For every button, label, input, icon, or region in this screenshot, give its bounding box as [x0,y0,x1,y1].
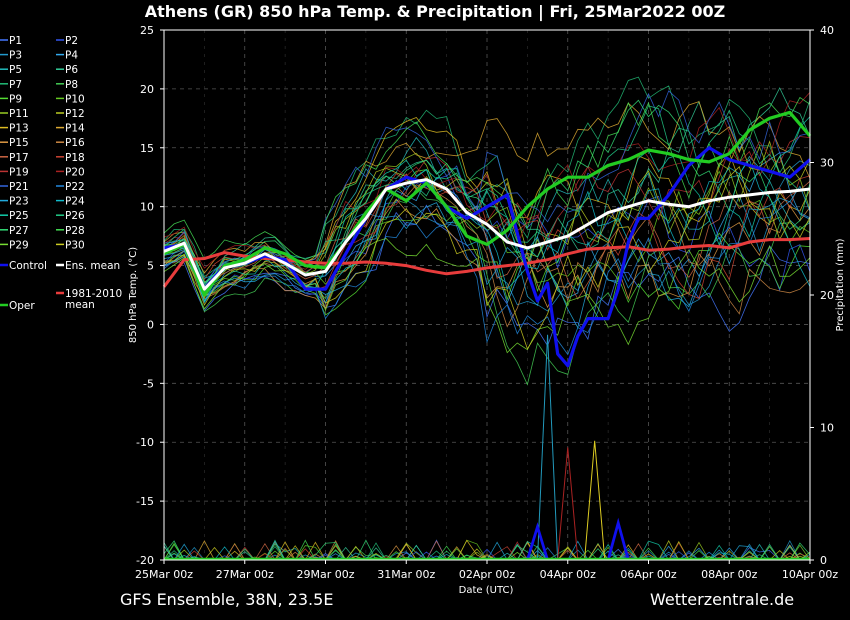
y-tick-label: -5 [143,377,154,390]
y2-tick-label: 40 [820,24,834,37]
y-tick-label: 10 [140,201,154,214]
y2-tick-label: 0 [820,554,827,567]
member-line-P28 [163,96,811,260]
member-line-P23 [163,185,811,329]
legend-label: P10 [65,93,85,105]
legend-label: P9 [9,93,22,105]
x-axis-ticks: 25Mar 00z 27Mar 00z 29Mar 00z 31Mar 00z 02Ap… [135,560,838,581]
legend-label: P20 [65,166,85,178]
precip-spike [584,440,606,561]
legend-label: P11 [9,108,29,120]
legend-label: P7 [9,79,22,91]
x-tick-label: 10Apr 00z [782,568,839,581]
footer-model-info: GFS Ensemble, 38N, 23.5E [120,590,333,609]
chart-title: Athens (GR) 850 hPa Temp. & Precipitatio… [145,2,725,22]
legend-label: P25 [9,210,29,222]
legend-label: Control [9,260,47,272]
x-tick-label: 31Mar 00z [377,568,435,581]
x-axis-label: Date (UTC) [459,585,514,596]
legend-label: P1 [9,35,22,47]
left-axis-ticks: -20 -15 -10 -5 0 5 10 15 20 25 [136,24,164,567]
x-tick-label: 06Apr 00z [620,568,677,581]
legend-label: P18 [65,152,85,164]
x-tick-label: 02Apr 00z [459,568,516,581]
y2-tick-label: 10 [820,422,834,435]
x-tick-label: 25Mar 00z [135,568,193,581]
series-line-oper [163,110,812,297]
ensemble-members [163,76,811,386]
legend-label: P17 [9,152,29,164]
y2-tick-label: 30 [820,157,834,170]
legend-label: P29 [9,239,29,251]
legend-label: P3 [9,50,22,62]
y-tick-label: 15 [140,142,154,155]
y-tick-label: -10 [136,436,154,449]
member-line-P19 [163,136,811,291]
legend-label: P19 [9,166,29,178]
legend-label: P22 [65,181,85,193]
member-line-P8 [163,188,811,386]
y-tick-label: -20 [136,554,154,567]
member-line-P16 [163,184,811,328]
x-tick-label: 27Mar 00z [216,568,274,581]
member-line-P22 [163,200,811,356]
y2-axis-label: Precipitation (mm) [835,238,846,331]
y-tick-label: -15 [136,495,154,508]
legend-label: P2 [65,35,78,47]
footer-source: Wetterzentrale.de [650,590,794,609]
legend-label: Ens. mean [65,260,120,272]
x-tick-label: 08Apr 00z [701,568,758,581]
legend-label: P13 [9,123,29,135]
member-line-P26 [163,105,811,284]
legend-label: P6 [65,64,78,76]
member-line-P21 [163,90,811,285]
legend-label: P8 [65,79,78,91]
precip-spike [557,447,579,561]
y-tick-label: 20 [140,83,154,96]
legend-label: P30 [65,239,85,251]
member-line-P30 [163,165,811,350]
legend-label: P15 [9,137,29,149]
legend-label: P4 [65,50,78,62]
precip-spike [606,517,630,561]
legend-label: P23 [9,196,29,208]
precip-spike [536,334,559,561]
legend-label: P26 [65,210,85,222]
y-axis-label: 850 hPa Temp. (°C) [128,247,139,343]
precip-spike [526,522,549,561]
legend-label: P27 [9,225,29,237]
x-tick-label: 29Mar 00z [296,568,354,581]
y-tick-label: 0 [147,318,154,331]
grid-lines [164,30,810,560]
y2-tick-label: 20 [820,289,834,302]
main-series [162,110,812,368]
legend-label: P16 [65,137,85,149]
legend-label: P5 [9,64,22,76]
legend: P1 P2 P3 P4 P5 P6 P7 P8 P9 P10 P11 P12 P13 P14 P15 P16 P… [0,35,122,312]
x-tick-label: 04Apr 00z [540,568,597,581]
series-line-ens-mean [163,178,811,291]
member-line-P15 [163,198,811,310]
series-line-control [163,146,812,368]
member-line-P24 [163,158,811,304]
y-tick-label: 5 [147,260,154,273]
legend-label: Oper [9,300,35,312]
member-line-P12 [163,138,811,299]
legend-label: 1981-2010 [65,288,122,300]
legend-label: P24 [65,196,85,208]
y-tick-label: 25 [140,24,154,37]
member-line-P1 [163,204,811,347]
member-line-P29 [163,238,811,354]
legend-label: P28 [65,225,85,237]
legend-label: P21 [9,181,29,193]
legend-label: P14 [65,123,85,135]
legend-label: P12 [65,108,85,120]
legend-label: mean [65,299,95,311]
right-axis-ticks: 0 10 20 30 40 [810,24,834,567]
